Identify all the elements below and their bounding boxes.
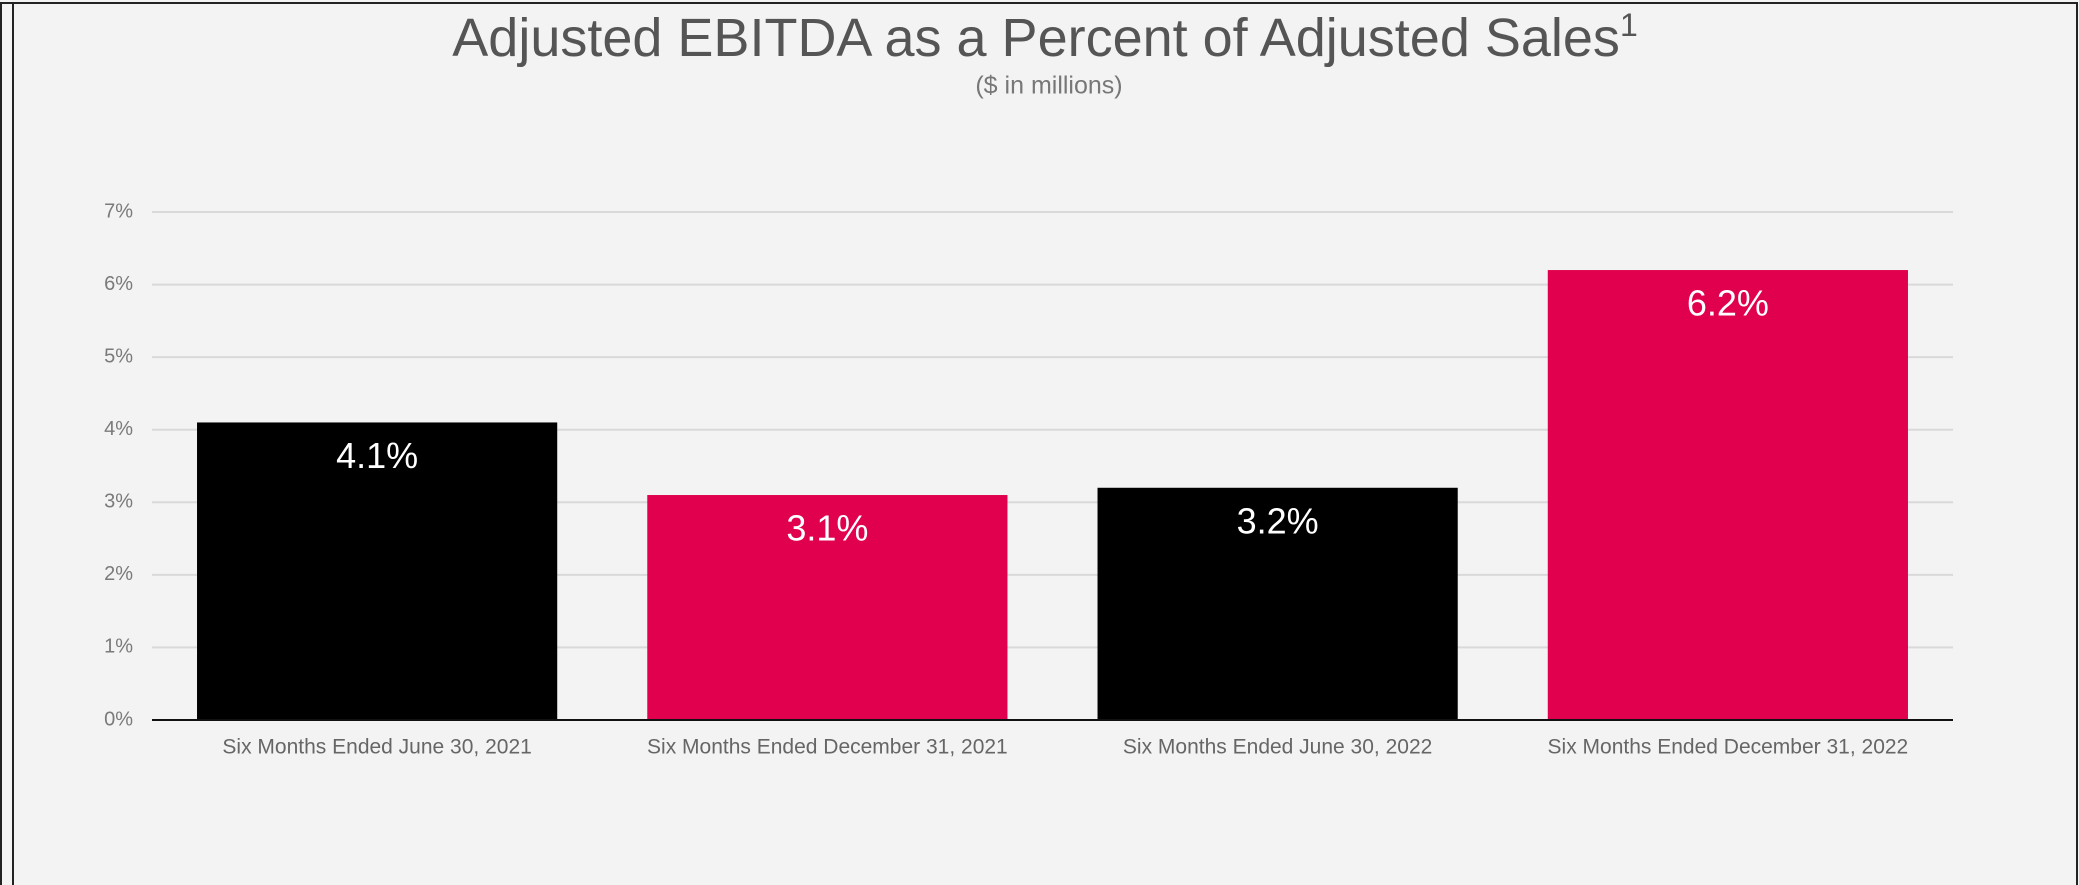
title-text: Adjusted EBITDA as a Percent of Adjusted… <box>452 8 1620 68</box>
title-superscript: 1 <box>1620 7 1638 43</box>
y-tick-label: 2% <box>104 563 133 585</box>
bar <box>1547 270 1908 720</box>
bar <box>197 422 558 720</box>
y-tick-label: 0% <box>104 708 133 730</box>
y-tick-label: 7% <box>104 200 133 222</box>
bar <box>647 495 1008 720</box>
bar <box>1097 487 1458 720</box>
x-tick-label: Six Months Ended June 30, 2021 <box>222 736 531 759</box>
y-tick-label: 4% <box>104 418 133 440</box>
y-tick-label: 3% <box>104 491 133 513</box>
chart-subtitle: ($ in millions) <box>975 72 1122 100</box>
value-label: 6.2% <box>1687 283 1769 324</box>
y-tick-label: 1% <box>104 636 133 658</box>
value-label: 3.2% <box>1237 500 1319 541</box>
value-label: 4.1% <box>336 435 418 476</box>
x-tick-label: Six Months Ended December 31, 2021 <box>647 736 1008 759</box>
x-tick-label: Six Months Ended June 30, 2022 <box>1123 736 1432 759</box>
y-tick-label: 6% <box>104 273 133 295</box>
chart-title: Adjusted EBITDA as a Percent of Adjusted… <box>452 7 1637 68</box>
value-label: 3.1% <box>786 508 868 549</box>
y-tick-label: 5% <box>104 345 133 367</box>
x-tick-label: Six Months Ended December 31, 2022 <box>1548 736 1909 759</box>
